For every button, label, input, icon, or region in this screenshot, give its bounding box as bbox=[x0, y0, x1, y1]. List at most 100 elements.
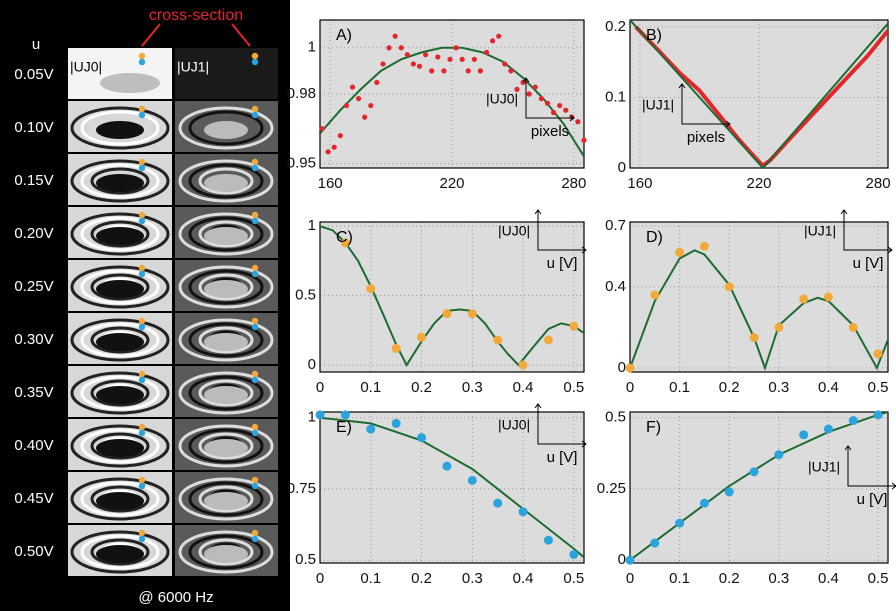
data-point bbox=[423, 52, 429, 58]
data-point bbox=[569, 321, 579, 331]
marker-dot bbox=[138, 105, 146, 113]
series-group bbox=[630, 20, 888, 168]
marker-dot bbox=[138, 535, 146, 543]
fringe bbox=[188, 481, 264, 517]
core bbox=[96, 545, 144, 563]
data-point bbox=[543, 535, 553, 545]
fringe bbox=[178, 106, 274, 150]
data-point bbox=[520, 79, 526, 86]
x-tick-label: 0.1 bbox=[669, 570, 690, 587]
series-group bbox=[320, 46, 584, 157]
note-axes bbox=[534, 209, 587, 254]
fringe bbox=[188, 110, 264, 146]
core bbox=[204, 439, 248, 457]
plot-frame bbox=[319, 221, 585, 373]
y-tick-label: 0.5 bbox=[295, 551, 316, 568]
y-tick-label: 0.75 bbox=[287, 480, 316, 497]
x-tick-label: 0.2 bbox=[411, 570, 432, 587]
data-point bbox=[544, 100, 551, 106]
x-tick-label: 0.3 bbox=[768, 570, 789, 587]
data-point bbox=[557, 102, 563, 109]
data-point bbox=[502, 61, 508, 67]
data-point bbox=[349, 84, 356, 90]
core bbox=[96, 227, 144, 245]
data-point bbox=[699, 241, 709, 251]
fit-line bbox=[320, 46, 584, 157]
data-point bbox=[848, 322, 858, 332]
axis-note: u [V] bbox=[547, 255, 578, 272]
x-tick-label: 0.4 bbox=[818, 570, 839, 587]
fringe bbox=[198, 273, 254, 301]
data-point bbox=[650, 290, 660, 300]
marker-dot bbox=[138, 58, 146, 66]
note-axes bbox=[844, 445, 896, 490]
voltage-label: 0.10V bbox=[14, 119, 53, 136]
y-tick-label: 0.4 bbox=[605, 278, 626, 295]
data-point bbox=[380, 61, 386, 67]
series-group bbox=[630, 249, 888, 372]
data-point bbox=[823, 292, 833, 302]
marker-dot bbox=[138, 429, 146, 437]
fringe bbox=[188, 269, 264, 305]
data-point bbox=[429, 68, 435, 74]
fringe bbox=[188, 375, 264, 411]
marker-dot bbox=[251, 52, 259, 60]
data-point bbox=[362, 114, 368, 120]
marker-dot bbox=[138, 476, 146, 484]
x-tick-label: 0 bbox=[626, 570, 634, 587]
annotation: |UJ0| bbox=[498, 223, 530, 239]
fit-line bbox=[630, 20, 888, 168]
data-point bbox=[340, 410, 350, 420]
marker-dot bbox=[251, 58, 259, 66]
voltage-label: 0.15V bbox=[14, 172, 53, 189]
data-point bbox=[550, 109, 557, 116]
data-point bbox=[391, 343, 401, 353]
image-rows bbox=[68, 48, 278, 578]
plot-area bbox=[630, 222, 888, 372]
core bbox=[204, 280, 248, 298]
data-point bbox=[442, 309, 452, 319]
marker-dot bbox=[251, 370, 259, 378]
data-point bbox=[514, 86, 520, 92]
data-point bbox=[467, 475, 477, 485]
annotation: |UJ0| bbox=[486, 91, 518, 107]
y-tick-label: 1 bbox=[308, 39, 316, 56]
core bbox=[96, 280, 144, 298]
fringe bbox=[188, 163, 264, 199]
marker-dot bbox=[138, 376, 146, 384]
y-tick-label: 0.2 bbox=[605, 18, 626, 35]
series-group bbox=[320, 416, 584, 559]
data-point bbox=[508, 68, 514, 74]
fringe bbox=[70, 212, 170, 256]
marker-dot bbox=[138, 323, 146, 331]
plot-frame bbox=[629, 411, 889, 564]
x-tick-label: 220 bbox=[746, 175, 771, 192]
data-point bbox=[749, 467, 759, 477]
data-point bbox=[366, 284, 376, 294]
plot-area bbox=[320, 222, 584, 372]
x-tick-label: 280 bbox=[561, 175, 586, 192]
x-tick-label: 0 bbox=[316, 379, 324, 396]
fringe bbox=[90, 326, 150, 354]
panel-label: F) bbox=[646, 419, 661, 436]
fringe bbox=[198, 326, 254, 354]
y-tick-label: 0 bbox=[308, 356, 316, 373]
marker-dot bbox=[138, 164, 146, 172]
fringe bbox=[70, 159, 170, 203]
fringe bbox=[178, 265, 274, 309]
marker-dot bbox=[138, 111, 146, 119]
data-point bbox=[447, 56, 453, 62]
note-axes bbox=[534, 403, 587, 448]
fringe bbox=[188, 322, 264, 358]
y-tick-label: 0.98 bbox=[287, 85, 316, 102]
plot-area bbox=[630, 412, 888, 563]
annotation: |UJ1| bbox=[642, 97, 674, 113]
data-point bbox=[873, 410, 883, 420]
data-point bbox=[442, 461, 452, 471]
data-point bbox=[724, 282, 734, 292]
fringe bbox=[198, 379, 254, 407]
voltage-label: 0.40V bbox=[14, 437, 53, 454]
marker-dot bbox=[251, 270, 259, 278]
data-point bbox=[340, 238, 350, 248]
